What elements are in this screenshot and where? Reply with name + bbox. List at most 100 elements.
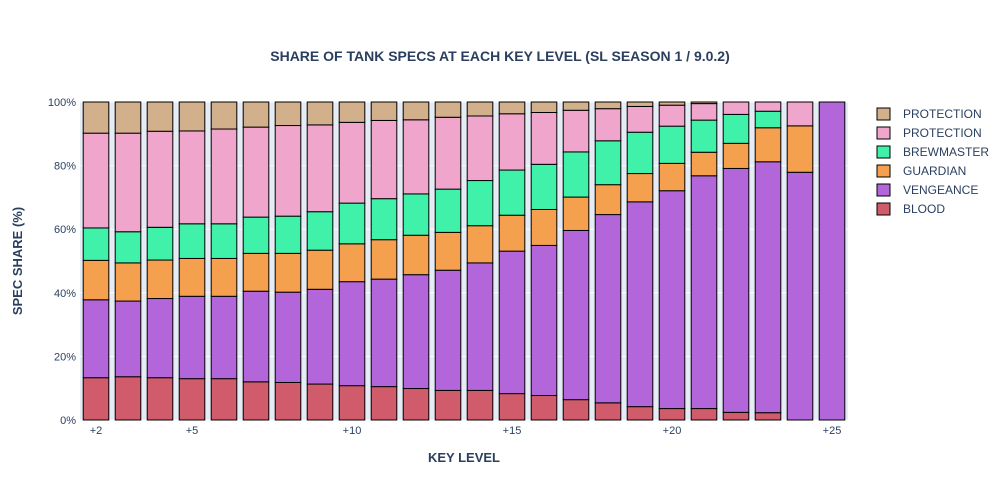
bar-segment xyxy=(530,208,558,246)
bar-segment xyxy=(274,215,302,254)
bar-segment xyxy=(178,295,206,380)
bar-segment xyxy=(210,223,238,259)
bar-segment xyxy=(210,101,238,130)
legend-item: VENGEANCE xyxy=(876,183,978,197)
bar-segment xyxy=(786,171,814,421)
y-tick-label: 100% xyxy=(48,97,76,109)
bar-segment xyxy=(690,151,718,177)
bar-segment xyxy=(338,202,366,245)
legend-label: PROTECTION xyxy=(903,107,982,121)
legend-swatch xyxy=(876,183,891,197)
bar-segment xyxy=(402,388,430,421)
y-tick-label: 60% xyxy=(54,224,76,236)
bar-segment xyxy=(370,239,398,280)
bar-segment xyxy=(306,383,334,421)
bar-segment xyxy=(594,402,622,421)
bar-segment xyxy=(146,259,174,300)
bar-segment xyxy=(466,180,494,227)
bar-segment xyxy=(114,101,142,134)
bar-segment xyxy=(466,115,494,182)
bar-segment xyxy=(114,231,142,264)
bar-segment xyxy=(626,131,654,175)
x-tick-label: +20 xyxy=(663,425,682,437)
bar-segment xyxy=(146,226,174,261)
bar-segment xyxy=(274,291,302,383)
bar-segment xyxy=(178,378,206,421)
bar-segment xyxy=(338,121,366,204)
x-tick-label: +2 xyxy=(90,425,103,437)
bar-segment xyxy=(434,116,462,190)
bar-segment xyxy=(530,111,558,165)
bar-segment xyxy=(146,298,174,379)
grid xyxy=(80,101,848,421)
legend-item: PROTECTION xyxy=(876,107,982,121)
bar-segment xyxy=(402,234,430,276)
bar-segment xyxy=(338,385,366,421)
bar-segment xyxy=(402,274,430,390)
legend-label: VENGEANCE xyxy=(903,183,978,197)
y-tick-label: 20% xyxy=(54,351,76,363)
bar-segment xyxy=(754,101,782,112)
bar-segment xyxy=(114,262,142,302)
bar-segment xyxy=(178,223,206,259)
bar-segment xyxy=(594,108,622,142)
bar-segment xyxy=(754,161,782,414)
legend-swatch xyxy=(876,107,891,121)
bar-segment xyxy=(210,128,238,225)
legend-label: PROTECTION xyxy=(903,126,982,140)
bar-segment xyxy=(274,125,302,217)
bar-segment xyxy=(658,162,686,192)
bar-segment xyxy=(658,190,686,410)
bar-segment xyxy=(498,214,526,252)
bar-segment xyxy=(754,412,782,421)
legend-item: GUARDIAN xyxy=(876,164,966,178)
bar-segment xyxy=(370,278,398,388)
bar-segment xyxy=(370,198,398,241)
bars xyxy=(82,101,846,421)
bar-segment xyxy=(594,140,622,186)
chart-title: SHARE OF TANK SPECS AT EACH KEY LEVEL (S… xyxy=(270,48,730,64)
bar-segment xyxy=(722,142,750,169)
legend-item: BREWMASTER xyxy=(876,145,989,159)
bar-segment xyxy=(786,101,814,127)
bar-segment xyxy=(146,377,174,421)
bar-segment xyxy=(370,101,398,121)
bar-segment xyxy=(498,250,526,395)
bar-segment xyxy=(402,101,430,121)
y-axis-title: SPEC SHARE (%) xyxy=(10,207,25,315)
bar-segment xyxy=(466,101,494,117)
legend-label: BREWMASTER xyxy=(903,145,989,159)
bar-segment xyxy=(242,252,270,292)
legend-swatch xyxy=(876,145,891,159)
bar-segment xyxy=(722,167,750,413)
bar-segment xyxy=(658,101,686,106)
bar-segment xyxy=(242,381,270,421)
x-tick-label: +5 xyxy=(186,425,199,437)
y-axis-ticks: 0% 20% 40% 60% 80% 100% xyxy=(48,97,76,427)
bar-segment xyxy=(562,109,590,153)
bar-segment xyxy=(402,119,430,195)
bar-segment xyxy=(274,101,302,127)
bar-segment xyxy=(530,244,558,397)
bar-segment xyxy=(690,175,718,410)
bar-segment xyxy=(626,406,654,421)
bar-segment xyxy=(210,257,238,297)
bar-segment xyxy=(690,103,718,121)
bar-segment xyxy=(562,399,590,421)
bar-segment xyxy=(434,389,462,421)
bar-segment xyxy=(530,163,558,210)
bar-segment xyxy=(434,101,462,118)
bar-segment xyxy=(82,259,110,301)
bar-segment xyxy=(306,288,334,385)
bar-segment xyxy=(626,101,654,107)
bar-segment xyxy=(242,216,270,254)
bar-segment xyxy=(114,376,142,421)
bar-segment xyxy=(722,411,750,421)
bar-segment xyxy=(466,262,494,391)
bar-segment xyxy=(530,395,558,421)
bar-segment xyxy=(306,249,334,290)
bar-segment xyxy=(338,101,366,123)
bar-segment xyxy=(594,184,622,216)
